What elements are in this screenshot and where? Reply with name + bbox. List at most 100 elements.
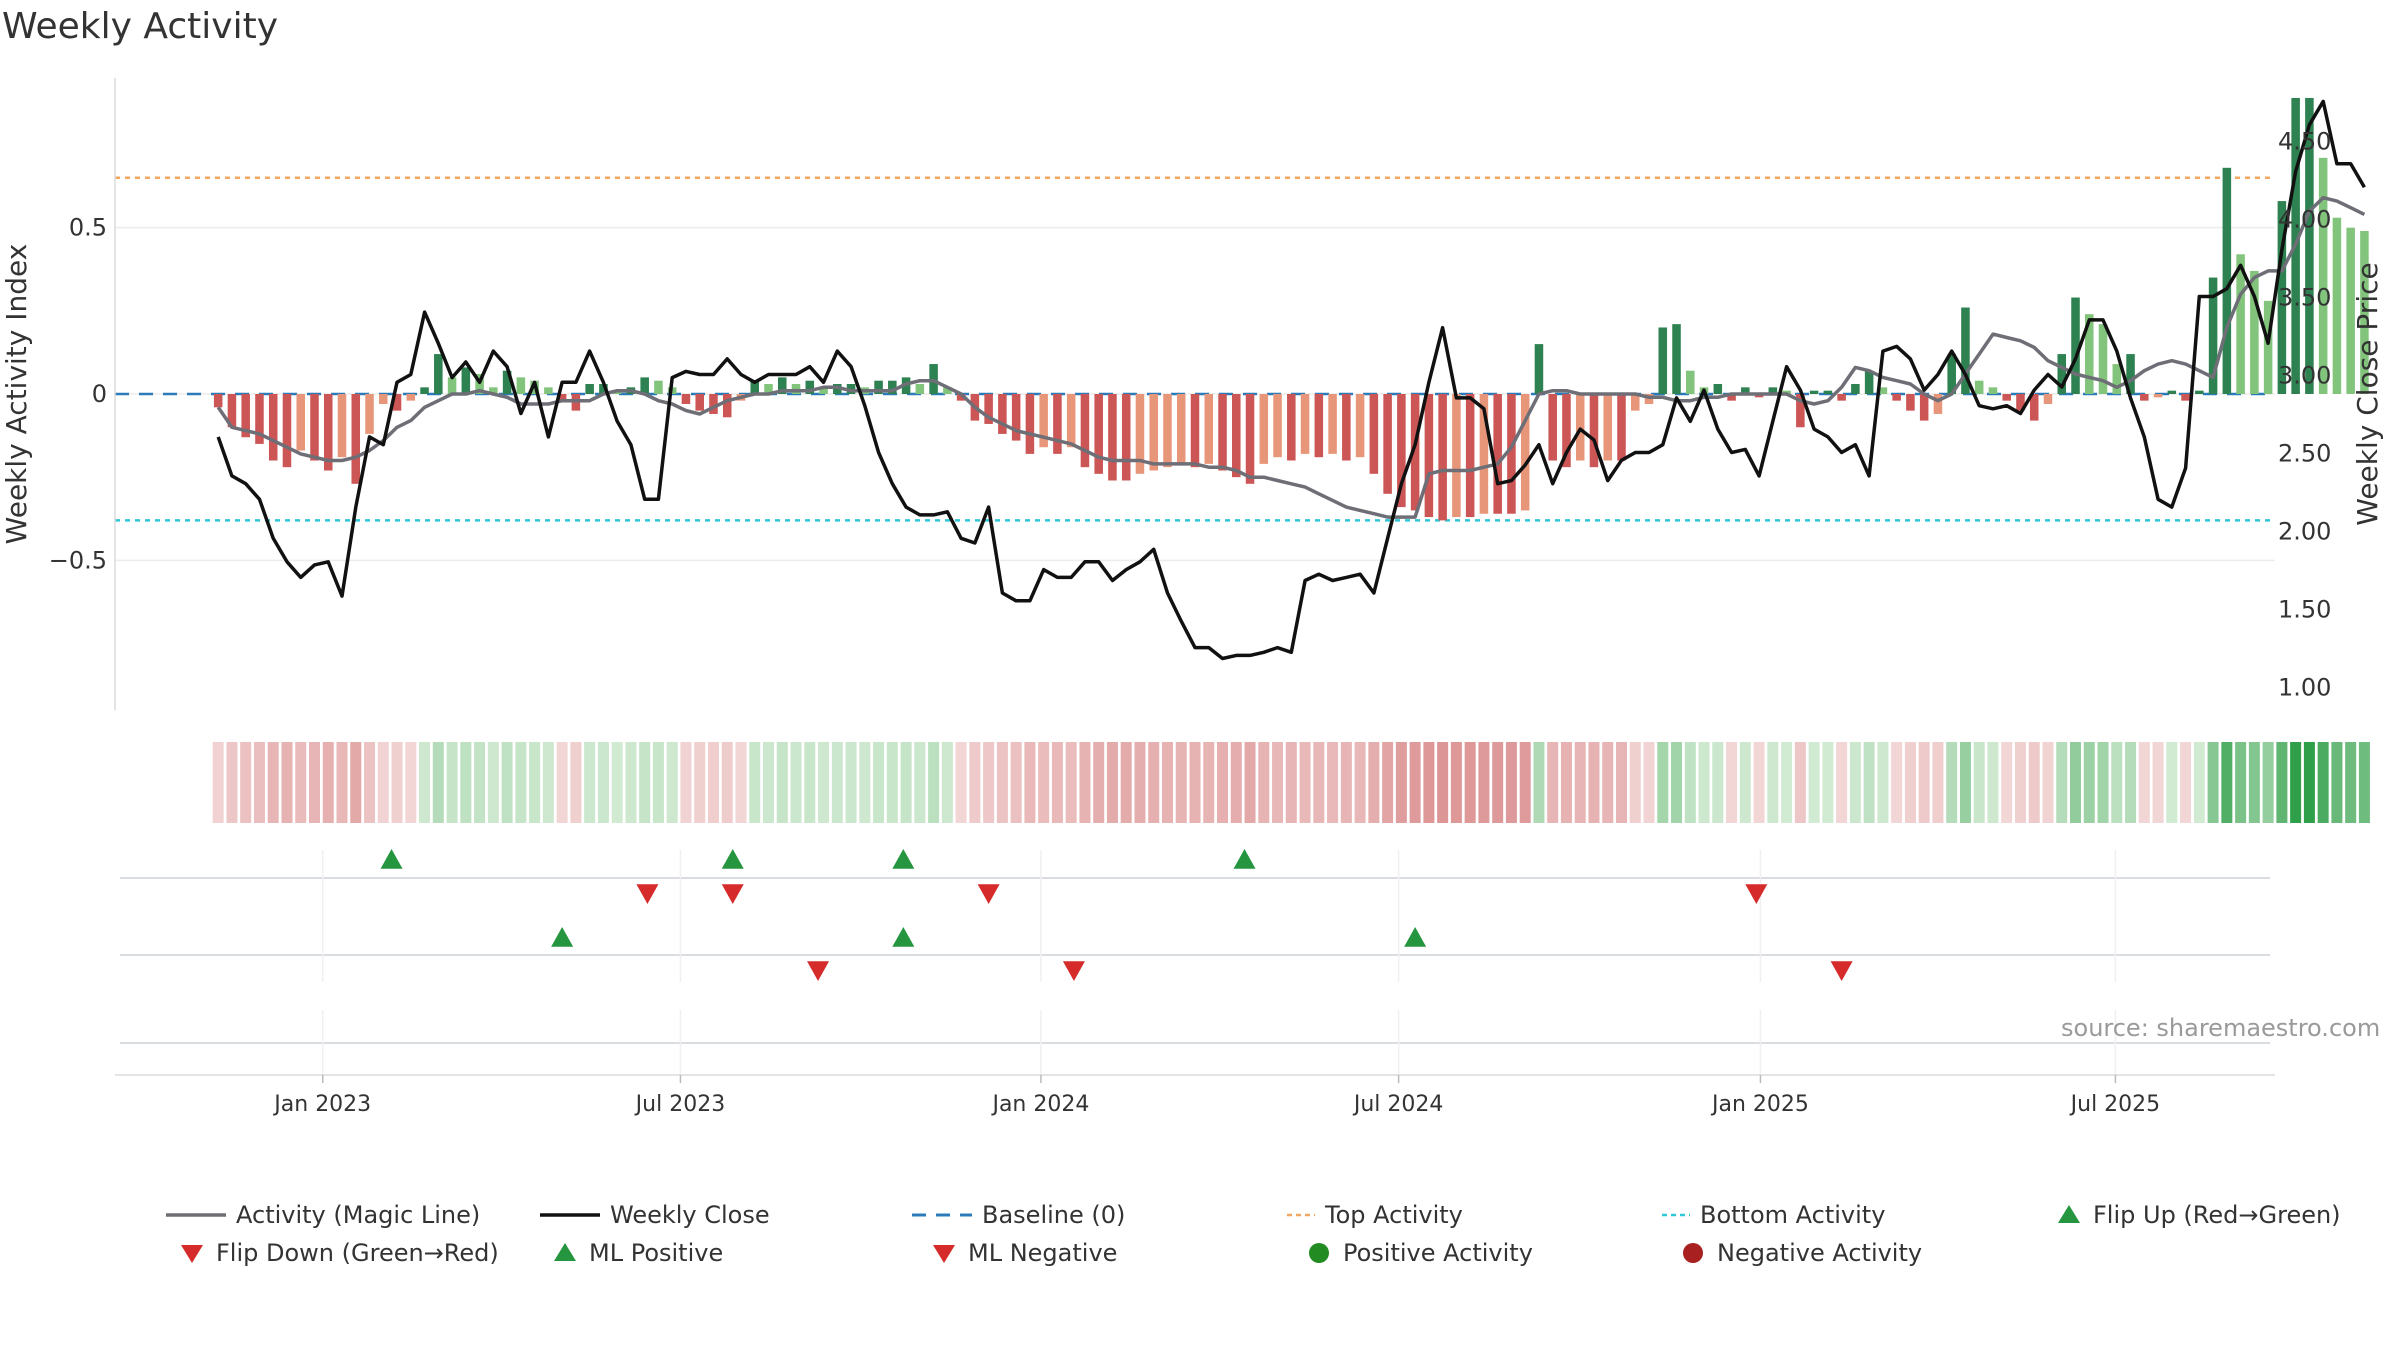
heat-cell: [1932, 742, 1944, 823]
activity-bar: [1204, 394, 1214, 464]
activity-bar: [750, 380, 760, 394]
y2-tick-label: 3.00: [2278, 361, 2331, 389]
heat-cell: [1959, 742, 1971, 823]
activity-bar: [2195, 390, 2204, 394]
heat-cell: [928, 742, 940, 823]
heat-cell: [1739, 742, 1751, 823]
activity-bar: [1823, 390, 1833, 394]
heat-cell: [873, 742, 885, 823]
heat-cell: [1409, 742, 1421, 823]
heat-cell: [2056, 742, 2068, 823]
flip-down-marker: [721, 884, 744, 904]
heat-cell: [1946, 742, 1958, 823]
heat-cell: [2097, 742, 2109, 823]
activity-bar: [1988, 387, 1998, 394]
heat-cell: [1492, 742, 1504, 823]
activity-bar: [1094, 394, 1103, 474]
activity-bar: [805, 380, 815, 394]
heat-cell: [652, 742, 664, 823]
ml-positive-marker: [551, 927, 574, 947]
heat-cell: [1313, 742, 1325, 823]
activity-bar: [489, 387, 498, 394]
heat-cell: [281, 742, 293, 823]
heat-cell: [2248, 742, 2260, 823]
heat-cell: [680, 742, 692, 823]
heat-cell: [2193, 742, 2205, 823]
heat-cell: [1010, 742, 1022, 823]
x-tick-label: Jul 2025: [2069, 1092, 2161, 1117]
activity-bar: [1589, 394, 1599, 468]
activity-bar: [516, 377, 526, 394]
heat-cell: [446, 742, 458, 823]
heat-cell: [721, 742, 733, 823]
green-triangle-up-icon: [554, 1243, 576, 1261]
legend-item: Positive Activity: [1305, 1233, 1533, 1273]
heat-cell: [1643, 742, 1655, 823]
x-tick-label: Jul 2024: [1352, 1092, 1444, 1117]
activity-bar: [1493, 394, 1502, 514]
flip-down-marker: [1745, 884, 1768, 904]
heat-cell: [2207, 742, 2219, 823]
flip-down-marker: [636, 884, 659, 904]
heat-cell: [831, 742, 843, 823]
activity-bar: [1575, 394, 1585, 461]
heat-cell: [1602, 742, 1614, 823]
activity-bar: [1039, 394, 1048, 448]
dark-red-dot-icon: [1683, 1243, 1703, 1263]
activity-bar: [227, 394, 237, 428]
activity-bar: [2318, 157, 2328, 394]
heat-cell: [405, 742, 417, 823]
heat-cell: [2042, 742, 2054, 823]
activity-bar: [1232, 394, 1241, 478]
legend-label: Activity (Magic Line): [236, 1201, 481, 1229]
heat-cell: [515, 742, 527, 823]
heat-cell: [900, 742, 912, 823]
activity-bar: [1053, 394, 1062, 454]
heat-cell: [1464, 742, 1476, 823]
activity-bar: [1011, 394, 1021, 441]
heat-cell: [969, 742, 981, 823]
heat-cell: [1024, 742, 1036, 823]
heat-cell: [1354, 742, 1366, 823]
activity-bar: [1300, 394, 1310, 454]
heat-cell: [432, 742, 444, 823]
activity-bar: [1355, 394, 1365, 458]
heat-cell: [556, 742, 568, 823]
heat-cell: [694, 742, 706, 823]
heat-cell: [1203, 742, 1215, 823]
heat-cell: [308, 742, 320, 823]
heat-cell: [776, 742, 788, 823]
heat-cell: [1891, 742, 1903, 823]
heat-cell: [570, 742, 582, 823]
activity-bar: [1108, 394, 1117, 481]
x-tick-label: Jan 2024: [990, 1092, 1089, 1117]
heat-cell: [1217, 742, 1229, 823]
y-axis-label: Weekly Activity Index: [0, 244, 33, 545]
heat-cell: [1698, 742, 1710, 823]
gray-line-icon: [166, 1213, 226, 1217]
heat-cell: [1753, 742, 1765, 823]
activity-bar: [1342, 394, 1351, 461]
heat-cell: [666, 742, 678, 823]
activity-bar: [2043, 394, 2053, 404]
heat-cell: [253, 742, 265, 823]
heat-cell: [2290, 742, 2302, 823]
activity-bar: [1066, 394, 1076, 448]
heat-cell: [542, 742, 554, 823]
activity-bar: [1686, 370, 1695, 394]
legend-label: Flip Down (Green→Red): [216, 1239, 499, 1267]
heat-cell: [1395, 742, 1407, 823]
activity-bar: [1383, 394, 1392, 494]
heat-cell: [1368, 742, 1380, 823]
activity-bar: [1809, 390, 1819, 394]
heat-cell: [460, 742, 472, 823]
x-tick-label: Jan 2023: [272, 1092, 371, 1117]
legend-item: Flip Down (Green→Red): [178, 1233, 499, 1273]
heat-cell: [1285, 742, 1297, 823]
legend-item: Flip Up (Red→Green): [2055, 1195, 2341, 1235]
heat-cell: [1272, 742, 1284, 823]
activity-bar: [2002, 394, 2011, 401]
heat-cell: [1134, 742, 1146, 823]
orange-dotted-line-icon: [1287, 1213, 1315, 1217]
heat-cell: [2028, 742, 2040, 823]
